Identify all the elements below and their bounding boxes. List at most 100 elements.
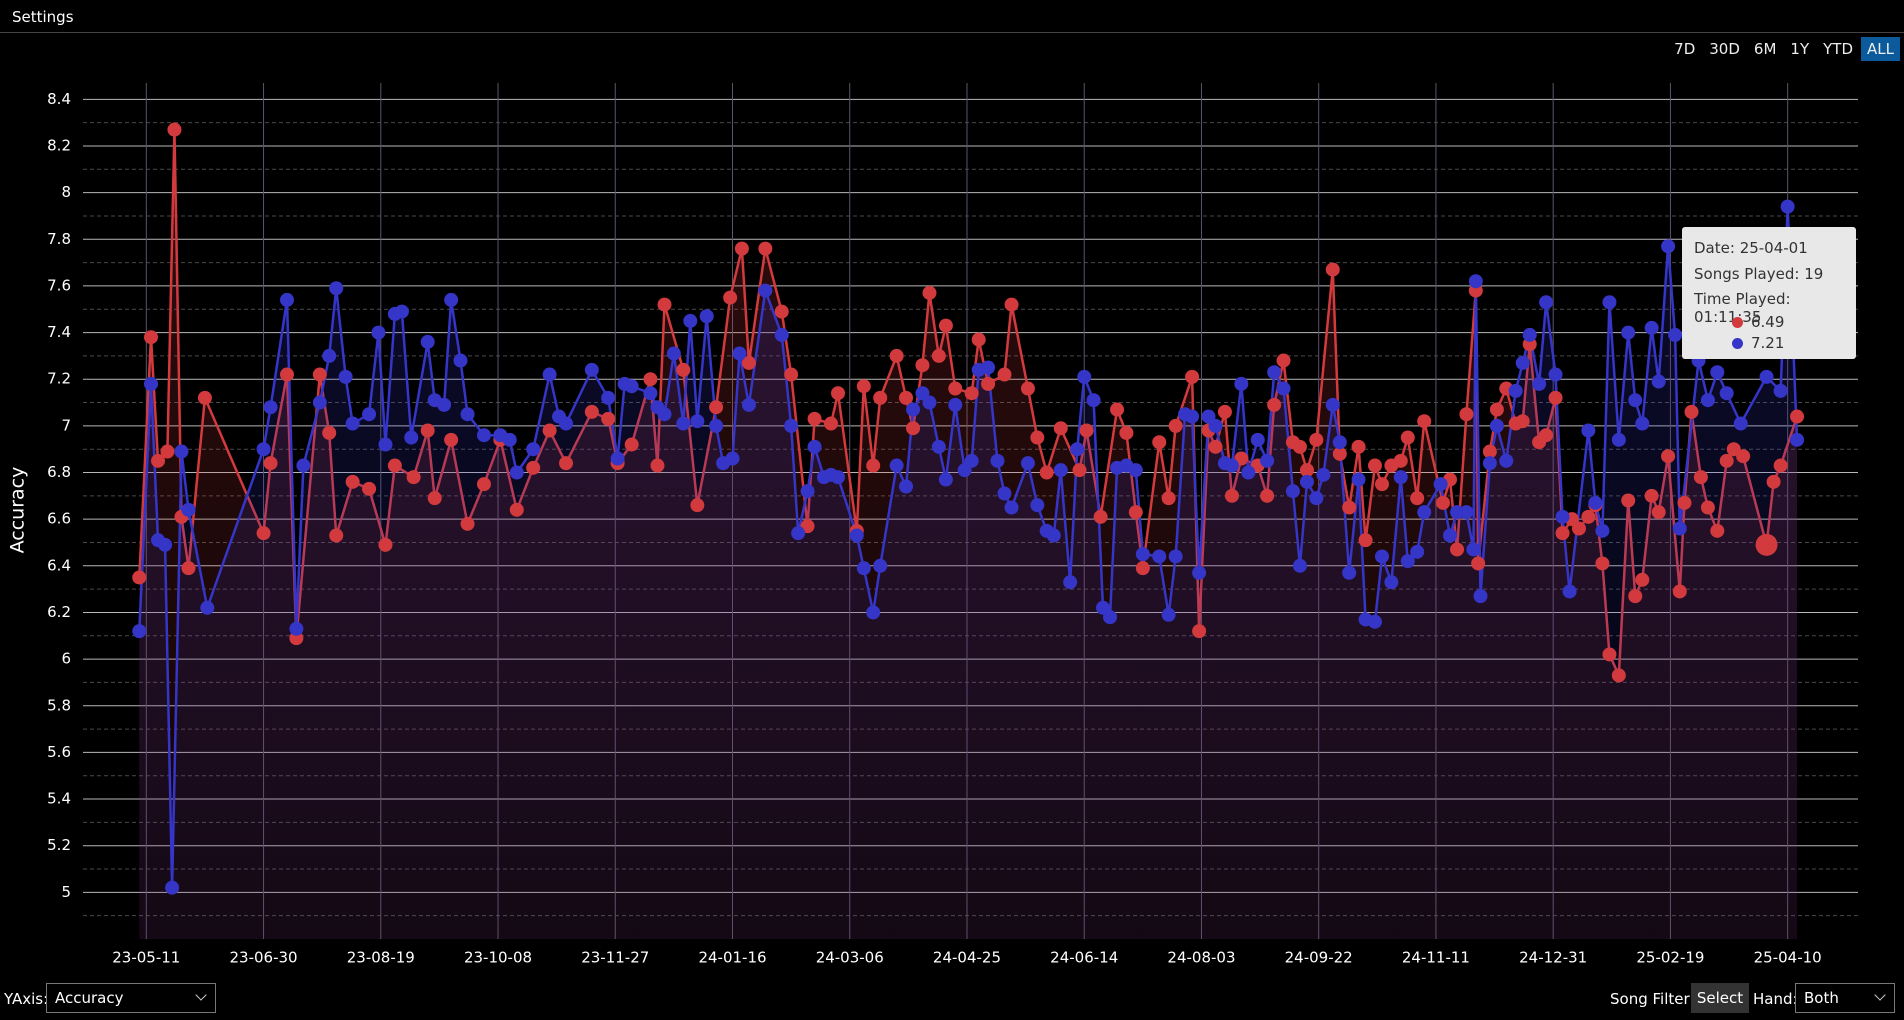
point <box>345 416 360 431</box>
point <box>160 444 175 459</box>
point <box>1260 488 1275 503</box>
point <box>938 318 953 333</box>
point <box>1400 554 1415 569</box>
settings-label[interactable]: Settings <box>12 8 74 26</box>
point <box>690 498 705 513</box>
point <box>997 367 1012 382</box>
point <box>1309 432 1324 447</box>
point <box>1571 521 1586 536</box>
point <box>1367 614 1382 629</box>
point <box>1077 369 1092 384</box>
point <box>1482 444 1497 459</box>
hand-select[interactable]: Both <box>1795 983 1895 1013</box>
point <box>1780 199 1795 214</box>
point <box>849 528 864 543</box>
point <box>1602 647 1617 662</box>
point <box>1466 542 1481 557</box>
point <box>990 453 1005 468</box>
point <box>1602 295 1617 310</box>
point <box>1152 549 1167 564</box>
point <box>1433 477 1448 492</box>
point <box>1684 404 1699 419</box>
point <box>889 458 904 473</box>
yaxis-select[interactable]: Accuracy <box>46 983 216 1013</box>
point <box>256 442 271 457</box>
point <box>741 355 756 370</box>
point <box>1644 488 1659 503</box>
point <box>1539 295 1554 310</box>
point <box>800 484 815 499</box>
point <box>1459 407 1474 422</box>
tooltip-songs: 19 <box>1804 265 1824 283</box>
point <box>1628 589 1643 604</box>
point <box>509 502 524 517</box>
point <box>774 304 789 319</box>
y-tick-label: 6.4 <box>47 556 71 574</box>
y-tick-label: 8 <box>61 183 71 201</box>
point <box>741 397 756 412</box>
x-tick-label: 23-05-11 <box>112 949 180 967</box>
point <box>1508 383 1523 398</box>
x-tick-label: 23-11-27 <box>581 949 649 967</box>
point <box>690 414 705 429</box>
point <box>922 395 937 410</box>
point <box>1661 449 1676 464</box>
range-button[interactable]: 30D <box>1709 40 1740 58</box>
point <box>1070 442 1085 457</box>
point <box>1790 432 1805 447</box>
point <box>1046 528 1061 543</box>
range-button[interactable]: YTD <box>1823 40 1854 58</box>
point <box>296 458 311 473</box>
point <box>509 465 524 480</box>
point <box>1522 327 1537 342</box>
range-button[interactable]: 1Y <box>1790 40 1810 58</box>
point <box>1773 383 1788 398</box>
y-tick-label: 5.6 <box>47 743 71 761</box>
tooltip-row: 7.21 <box>1732 334 1784 355</box>
song-filter-button[interactable]: Select <box>1691 983 1749 1013</box>
point <box>1079 423 1094 438</box>
point <box>1489 402 1504 417</box>
point <box>584 404 599 419</box>
point <box>1276 381 1291 396</box>
x-tick-label: 24-06-14 <box>1050 949 1118 967</box>
point <box>1292 558 1307 573</box>
point <box>279 292 294 307</box>
point <box>362 407 377 422</box>
point <box>1548 367 1563 382</box>
point <box>312 367 327 382</box>
x-tick-label: 24-01-16 <box>698 949 766 967</box>
point <box>807 411 822 426</box>
point <box>997 486 1012 501</box>
point <box>1755 533 1778 556</box>
point <box>758 283 773 298</box>
point <box>1161 491 1176 506</box>
point <box>406 470 421 485</box>
point <box>1267 397 1282 412</box>
point <box>1790 409 1805 424</box>
point <box>1325 397 1340 412</box>
point <box>174 444 189 459</box>
point <box>709 418 724 433</box>
point <box>1192 624 1207 639</box>
point <box>1532 376 1547 391</box>
point <box>1393 453 1408 468</box>
range-button[interactable]: 6M <box>1753 40 1777 58</box>
point <box>1539 428 1554 443</box>
range-button[interactable]: 7D <box>1674 40 1696 58</box>
point <box>263 400 278 415</box>
point <box>1766 474 1781 489</box>
point <box>915 358 930 373</box>
point <box>856 561 871 576</box>
point <box>1450 542 1465 557</box>
point <box>460 407 475 422</box>
point <box>1285 484 1300 499</box>
point <box>1309 491 1324 506</box>
point <box>312 395 327 410</box>
point <box>1053 463 1068 478</box>
point <box>584 362 599 377</box>
point <box>279 367 294 382</box>
point <box>1644 320 1659 335</box>
y-tick-label: 7.2 <box>47 370 71 388</box>
range-button[interactable]: ALL <box>1861 37 1900 61</box>
